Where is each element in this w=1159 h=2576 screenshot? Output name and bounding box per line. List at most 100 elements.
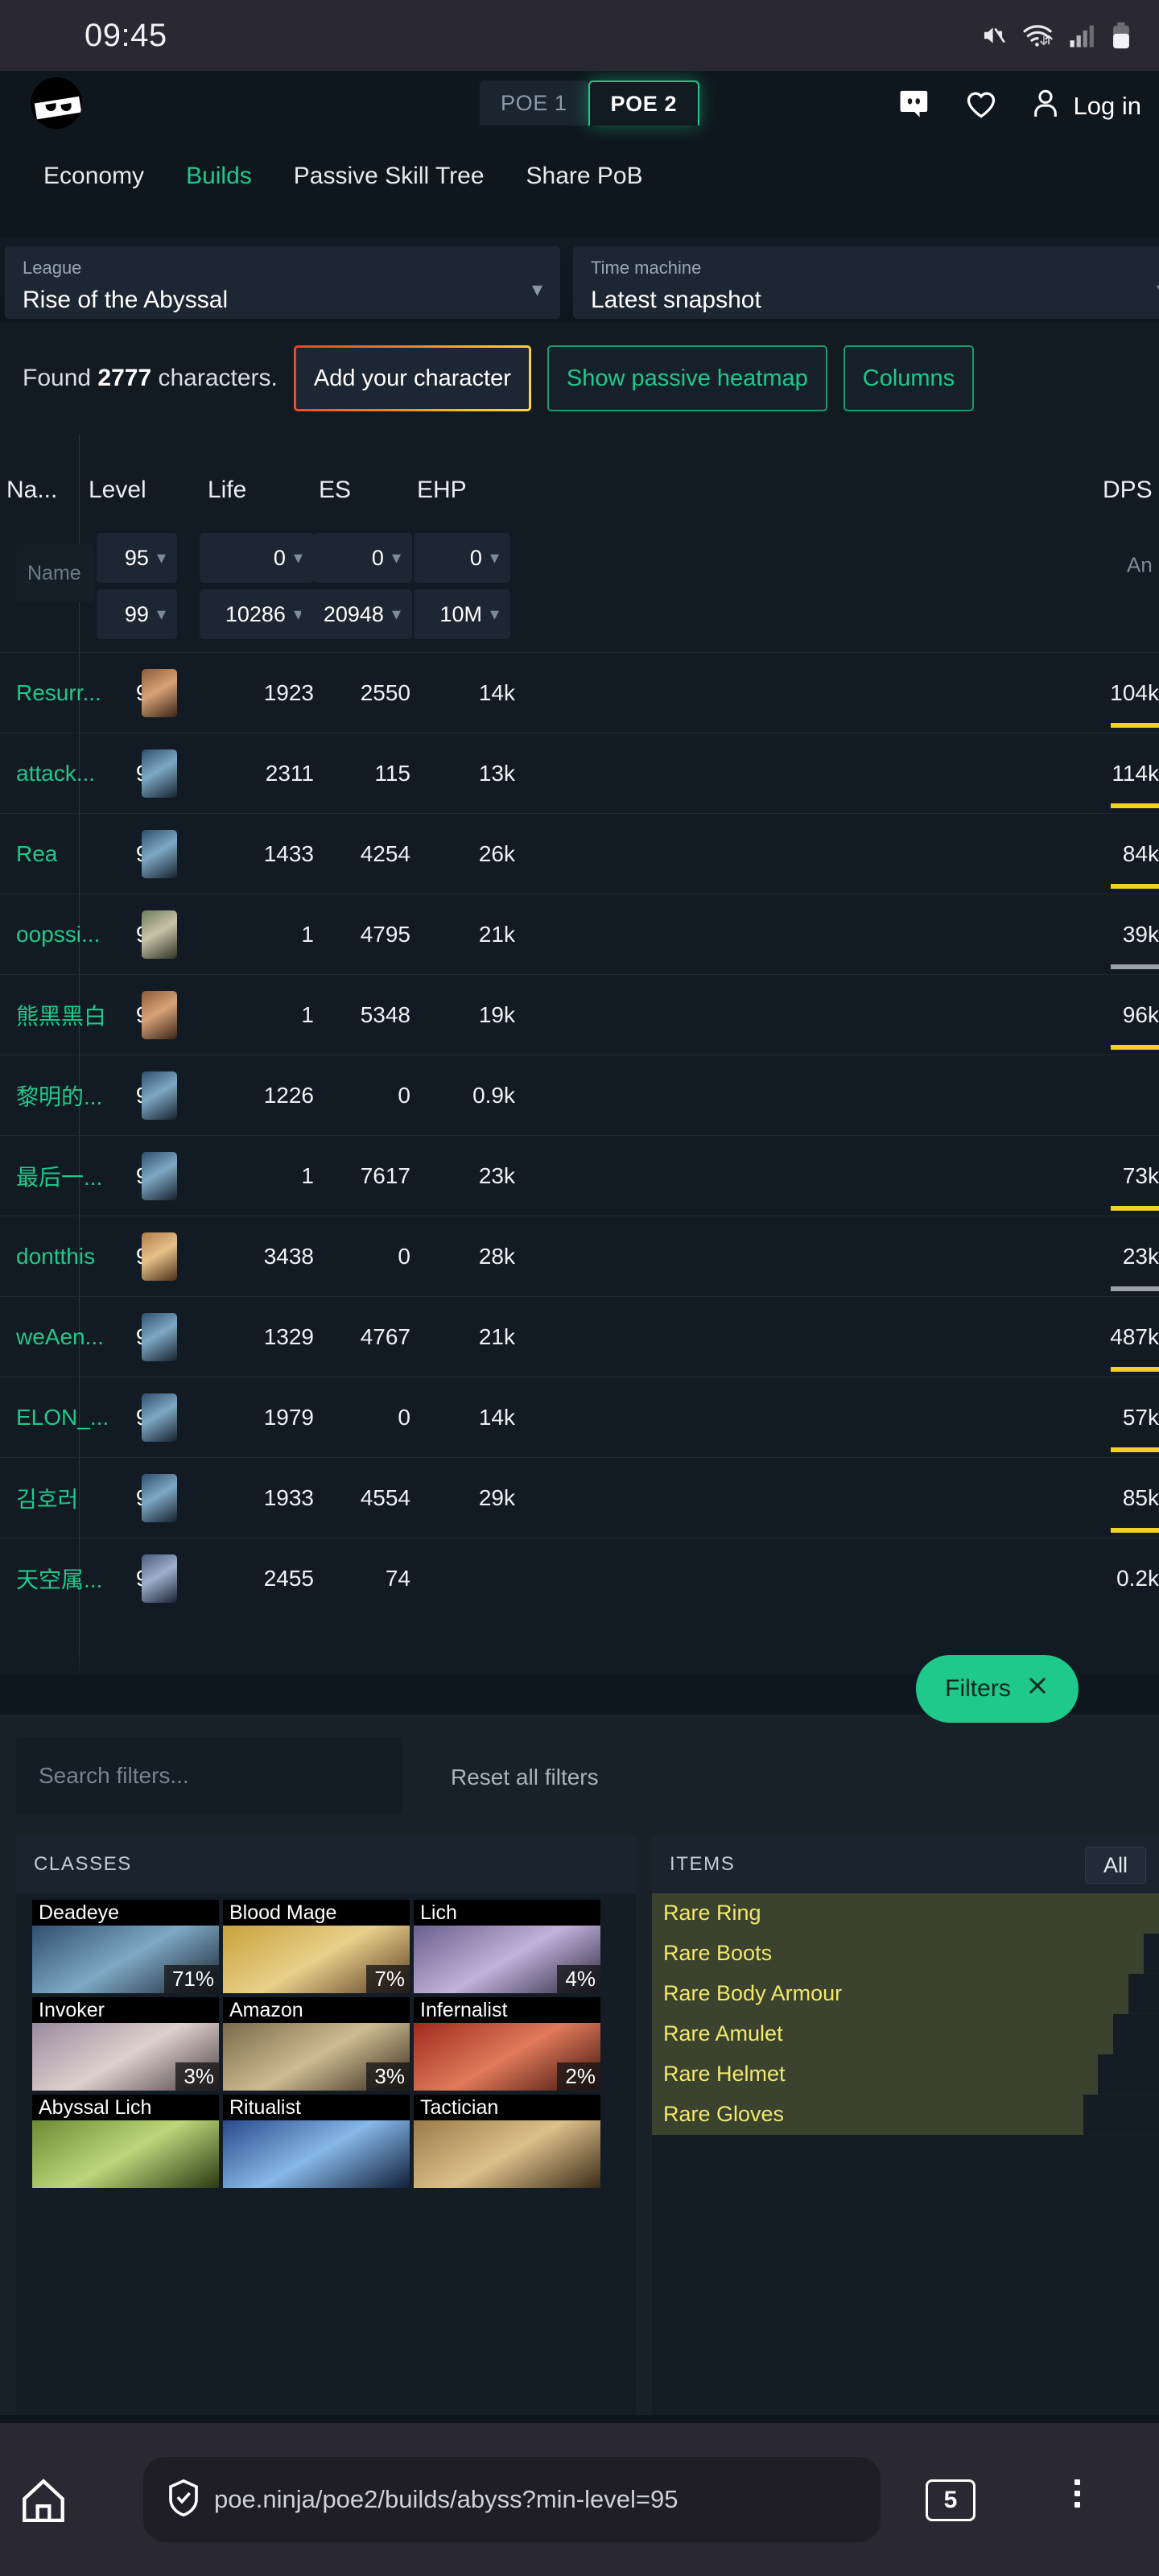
character-es: 7617 — [360, 1162, 410, 1188]
item-label: Rare Gloves — [663, 2102, 785, 2126]
character-name-link[interactable]: dontthis — [16, 1243, 96, 1269]
column-header-dps[interactable]: DPS — [1103, 477, 1153, 503]
character-life: 1 — [301, 921, 314, 947]
table-row[interactable]: ELON_...981979014k57k — [0, 1377, 1159, 1457]
table-row[interactable]: 最后一...981761723k73k — [0, 1135, 1159, 1216]
columns-button[interactable]: Columns — [843, 345, 975, 411]
es-min-select[interactable]: 0 ▾ — [314, 533, 412, 583]
table-row[interactable]: 天空属...982455740.2k — [0, 1538, 1159, 1618]
class-filter-card[interactable]: Abyssal Lich — [32, 2095, 219, 2188]
league-select[interactable]: League Rise of the Abyssal ▾ — [5, 246, 560, 319]
table-row[interactable]: dontthis983438028k23k — [0, 1216, 1159, 1296]
items-all-button[interactable]: All — [1084, 1847, 1146, 1884]
poe-ninja-logo[interactable] — [31, 77, 82, 129]
class-percentage: 71% — [163, 1965, 219, 1993]
filters-toggle-button[interactable]: Filters — [916, 1655, 1079, 1723]
item-filter-row[interactable]: Rare Gloves — [652, 2095, 1159, 2135]
heart-icon[interactable] — [964, 88, 998, 126]
url-bar[interactable]: poe.ninja/poe2/builds/abyss?min-level=95 — [143, 2457, 881, 2542]
class-filter-card[interactable]: Ritualist — [223, 2095, 410, 2188]
tab-count-button[interactable]: 5 — [926, 2479, 975, 2521]
nav-economy[interactable]: Economy — [43, 163, 145, 189]
chevron-down-icon: ▾ — [489, 604, 499, 624]
life-min-select[interactable]: 0 ▾ — [200, 533, 314, 583]
table-row[interactable]: 熊黑黑白991534819k96k — [0, 974, 1159, 1055]
character-name-link[interactable]: 最后一... — [16, 1164, 103, 1190]
level-max-select[interactable]: 99 ▾ — [97, 589, 177, 639]
class-filter-card[interactable]: Invoker 3% — [32, 1997, 219, 2091]
nav-passive-skill-tree[interactable]: Passive Skill Tree — [293, 163, 485, 189]
dps-damage-bar — [1111, 1447, 1159, 1452]
character-name-link[interactable]: 天空属... — [16, 1567, 103, 1592]
ehp-max-select[interactable]: 10M ▾ — [414, 589, 510, 639]
column-header-es[interactable]: ES — [319, 477, 352, 503]
class-percentage: 3% — [366, 2062, 410, 2091]
character-name-link[interactable]: 김호러 — [16, 1486, 79, 1512]
class-filter-card[interactable]: Amazon 3% — [223, 1997, 410, 2091]
ehp-min-select[interactable]: 0 ▾ — [414, 533, 510, 583]
character-portrait — [142, 910, 177, 959]
table-row[interactable]: Resurr...991923255014k104k — [0, 652, 1159, 733]
show-passive-heatmap-button[interactable]: Show passive heatmap — [547, 345, 827, 411]
shield-check-icon[interactable] — [167, 2479, 200, 2521]
close-icon[interactable] — [1025, 1674, 1050, 1704]
character-name-link[interactable]: ELON_... — [16, 1404, 109, 1430]
class-filter-card[interactable]: Lich 4% — [414, 1900, 600, 1993]
table-row[interactable]: oopssi...991479521k39k — [0, 894, 1159, 974]
tab-poe2[interactable]: POE 2 — [588, 80, 700, 126]
item-filter-row[interactable]: Rare Body Armour — [652, 1974, 1159, 2014]
league-value: Rise of the Abyssal — [23, 287, 229, 313]
item-filter-row[interactable]: Rare Amulet — [652, 2014, 1159, 2054]
class-filter-card[interactable]: Deadeye 71% — [32, 1900, 219, 1993]
kebab-menu-icon[interactable] — [1074, 2479, 1080, 2508]
item-usage-bar — [652, 2054, 1099, 2095]
class-filter-card[interactable]: Blood Mage 7% — [223, 1900, 410, 1993]
item-filter-row[interactable]: Rare Boots — [652, 1934, 1159, 1974]
name-filter-input[interactable]: Name — [16, 544, 93, 602]
chevron-down-icon: ▾ — [531, 277, 542, 301]
column-header-level[interactable]: Level — [89, 477, 146, 503]
class-filter-card[interactable]: Infernalist 2% — [414, 1997, 600, 2091]
add-your-character-button[interactable]: Add your character — [294, 345, 531, 411]
wifi-icon — [1022, 22, 1054, 49]
item-filter-row[interactable]: Rare Helmet — [652, 2054, 1159, 2095]
character-ehp: 0.9k — [472, 1082, 515, 1108]
nav-share-pob[interactable]: Share PoB — [526, 163, 643, 189]
table-row[interactable]: attack...99231111513k114k — [0, 733, 1159, 813]
column-header-life[interactable]: Life — [208, 477, 247, 503]
character-name-link[interactable]: weAen... — [16, 1323, 104, 1349]
login-button[interactable]: Log in — [1030, 87, 1141, 126]
character-name-link[interactable]: oopssi... — [16, 921, 101, 947]
class-filter-card[interactable]: Tactician — [414, 2095, 600, 2188]
tab-poe1[interactable]: POE 1 — [480, 80, 588, 126]
character-name-link[interactable]: attack... — [16, 760, 96, 786]
search-filters-input[interactable]: Search filters... — [16, 1737, 402, 1814]
character-dps: 73k — [1122, 1162, 1159, 1188]
table-row[interactable]: Rea991433425426k84k — [0, 813, 1159, 894]
es-max-select[interactable]: 20948 ▾ — [301, 589, 412, 639]
items-panel: ITEMS All Rare Ring Rare Boots Rare Body A… — [652, 1835, 1159, 2415]
character-ehp: 21k — [478, 921, 515, 947]
found-count: 2777 — [97, 365, 152, 391]
column-header-name[interactable]: Na... — [6, 477, 58, 503]
reset-all-filters-button[interactable]: Reset all filters — [451, 1765, 599, 1790]
table-row[interactable]: weAen...981329476721k487k — [0, 1296, 1159, 1377]
table-row[interactable]: 黎明的...98122600.9k — [0, 1055, 1159, 1135]
dps-damage-bar — [1111, 1045, 1159, 1050]
time-machine-select[interactable]: Time machine Latest snapshot ▾ — [573, 246, 1159, 319]
class-portrait: 3% — [223, 2023, 410, 2091]
column-header-ehp[interactable]: EHP — [417, 477, 467, 503]
nav-builds[interactable]: Builds — [186, 163, 252, 189]
level-min-select[interactable]: 95 ▾ — [97, 533, 177, 583]
character-name-link[interactable]: Rea — [16, 840, 58, 866]
selector-bar: League Rise of the Abyssal ▾ Time machin… — [0, 238, 1159, 319]
character-name-link[interactable]: Resurr... — [16, 679, 101, 705]
character-name-link[interactable]: 黎明的... — [16, 1084, 103, 1109]
item-usage-bar — [652, 1974, 1129, 2014]
discord-icon[interactable] — [898, 88, 932, 126]
character-name-link[interactable]: 熊黑黑白 — [16, 1003, 107, 1029]
home-icon[interactable] — [21, 2475, 66, 2529]
item-filter-row[interactable]: Rare Ring — [652, 1893, 1159, 1934]
table-row[interactable]: 김호러981933455429k85k — [0, 1457, 1159, 1538]
life-max-select[interactable]: 10286 ▾ — [200, 589, 314, 639]
